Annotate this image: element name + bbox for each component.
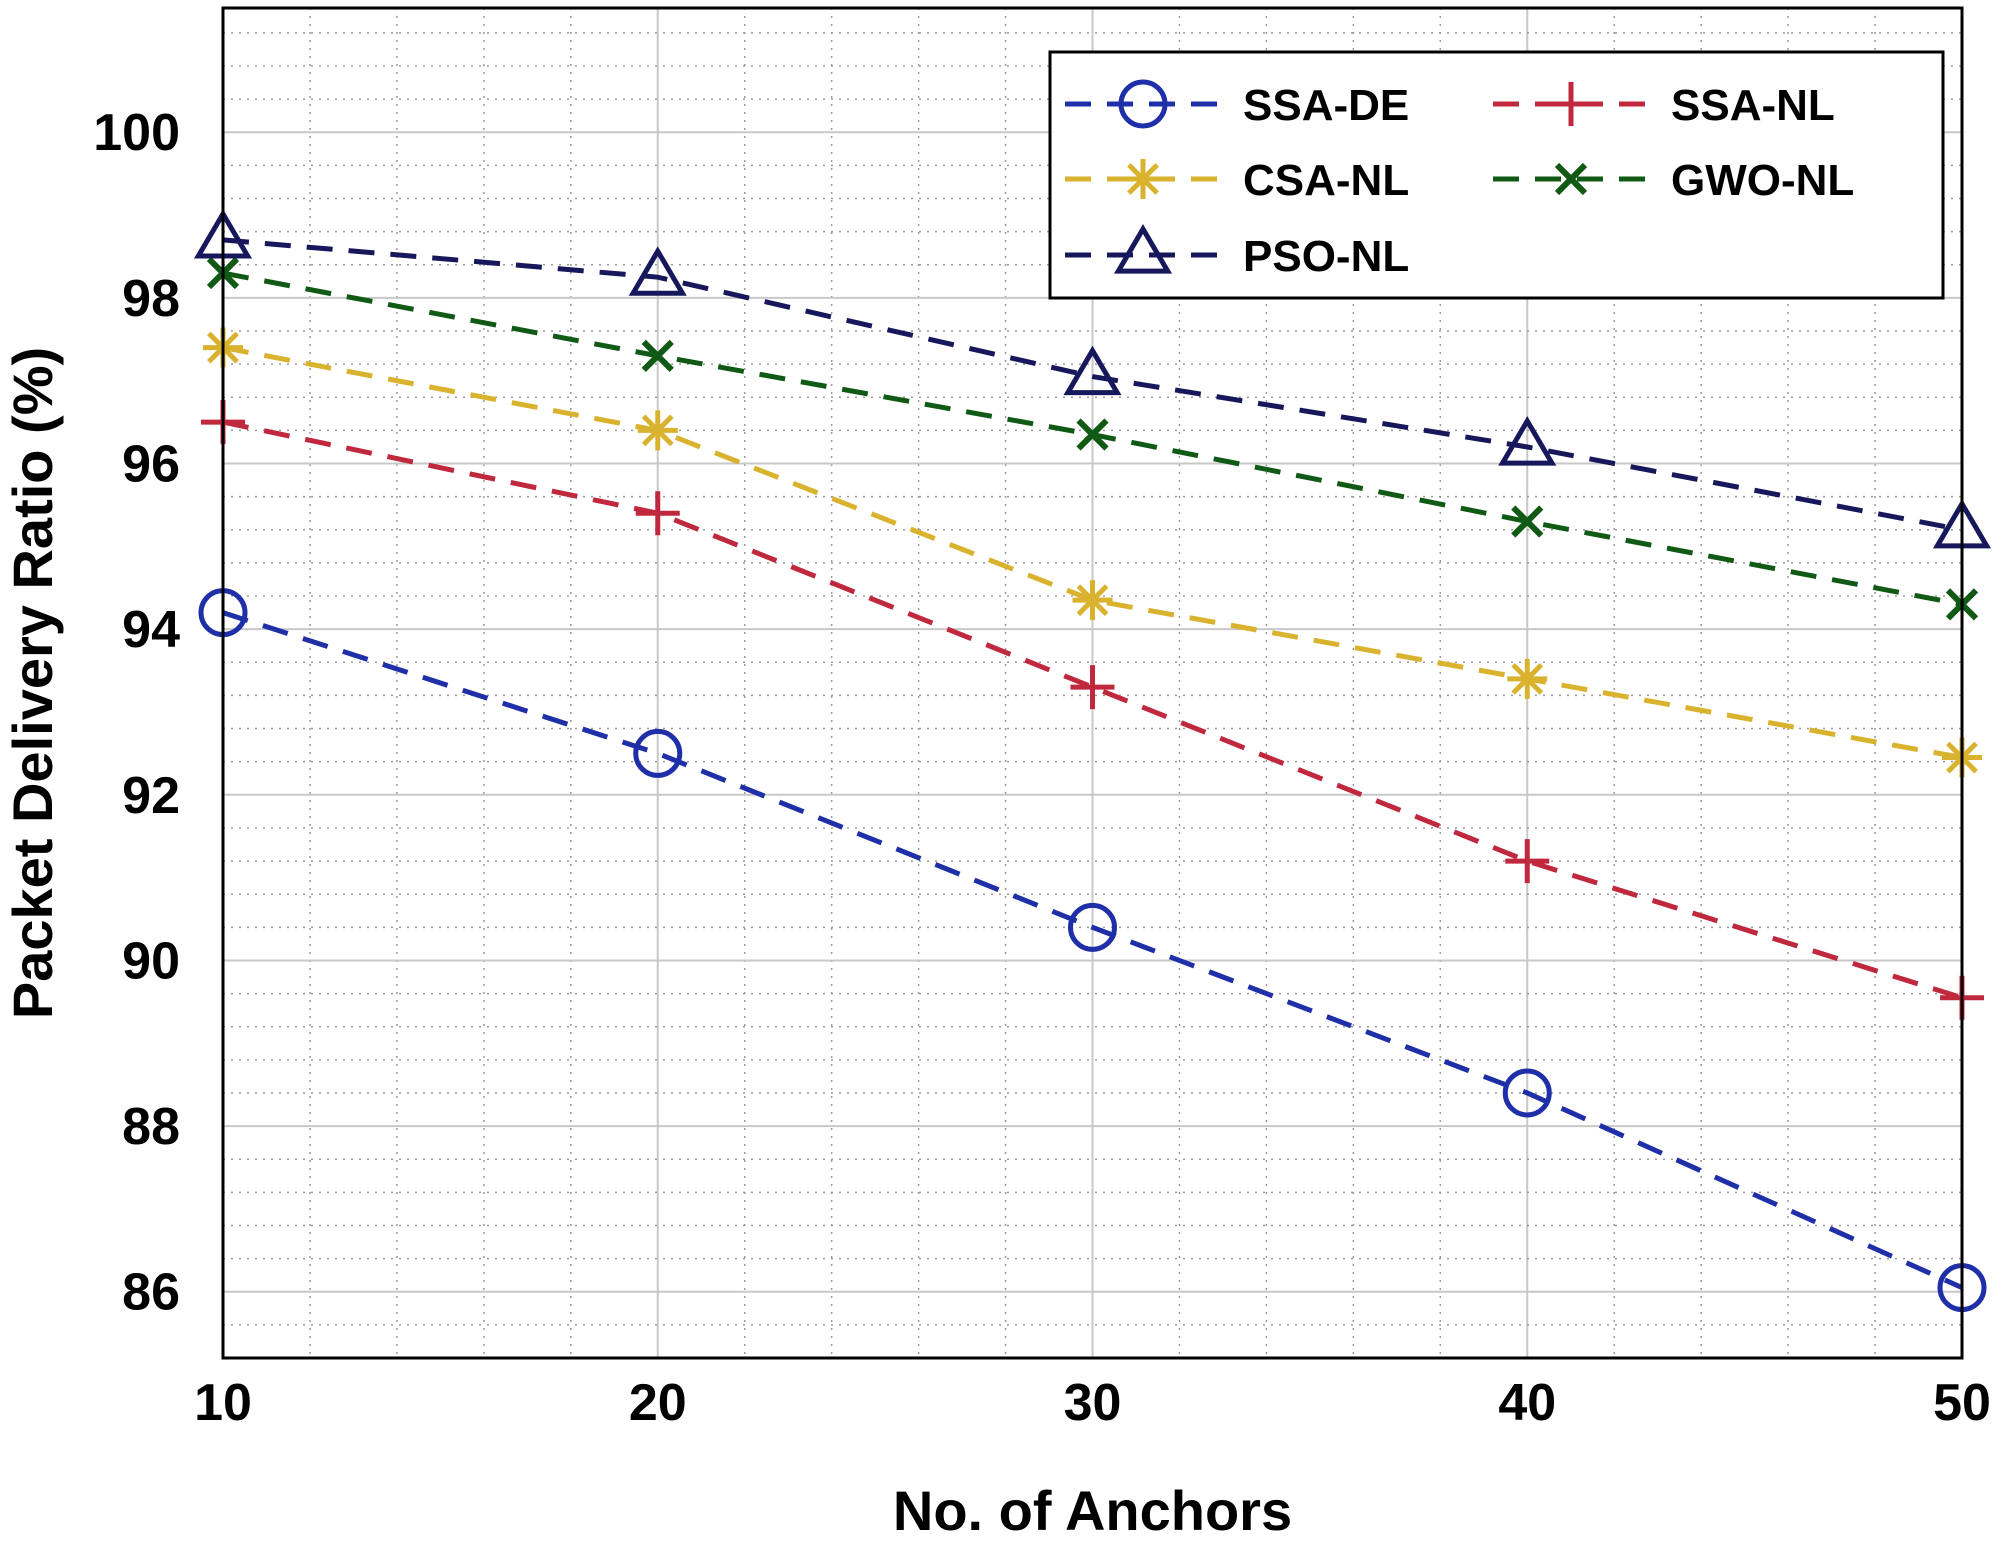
data-point <box>633 728 683 778</box>
tick-labels: 10 20 30 40 50 86 88 90 92 94 96 98 100 <box>93 104 1991 1432</box>
legend-label: GWO-NL <box>1671 156 1854 205</box>
data-point <box>1063 345 1122 396</box>
series-line <box>222 345 1963 760</box>
data-point <box>641 339 674 372</box>
data-point <box>1068 902 1117 952</box>
x-tick-label: 10 <box>194 1374 252 1432</box>
data-point <box>628 246 687 296</box>
legend-marker <box>1549 82 1593 126</box>
data-point <box>1072 580 1113 621</box>
legend-entry: SSA-NL <box>1493 81 1835 130</box>
data-point <box>635 491 680 536</box>
series-line <box>222 610 1964 1290</box>
y-tick-label: 94 <box>122 601 180 659</box>
y-tick-label: 96 <box>122 436 180 494</box>
legend-marker <box>1118 79 1168 129</box>
data-point <box>1498 416 1557 466</box>
x-tick-label: 50 <box>1933 1374 1991 1432</box>
y-tick-label: 92 <box>122 767 180 825</box>
legend-label: PSO-NL <box>1243 232 1409 281</box>
x-tick-label: 20 <box>629 1374 687 1432</box>
x-axis-title: No. of Anchors <box>893 1479 1292 1542</box>
legend: SSA-DE SSA-NL CSA-NL GWO-NL PSO-NL <box>1048 50 1945 300</box>
series-layer <box>193 208 1992 1313</box>
data-point <box>1502 1068 1552 1118</box>
data-point <box>1076 418 1109 451</box>
legend-label: SSA-NL <box>1671 81 1835 130</box>
y-tick-label: 98 <box>122 270 180 328</box>
legend-entry: GWO-NL <box>1493 156 1854 205</box>
y-tick-label: 100 <box>93 104 180 162</box>
y-tick-label: 90 <box>122 932 180 990</box>
y-tick-label: 88 <box>122 1098 180 1156</box>
y-axis-title: Packet Delivery Ratio (%) <box>1 347 64 1019</box>
data-point <box>637 410 678 451</box>
series-line <box>222 419 1963 1001</box>
legend-marker <box>1123 159 1163 199</box>
legend-marker <box>1554 162 1588 196</box>
legend-entry: CSA-NL <box>1065 156 1409 205</box>
legend-entry: PSO-NL <box>1065 224 1409 281</box>
plot-area-frame <box>221 6 1964 1360</box>
legend-marker <box>1113 224 1173 274</box>
legend-entry: SSA-DE <box>1065 79 1409 130</box>
legend-label: CSA-NL <box>1243 156 1409 205</box>
series-line <box>222 237 1963 533</box>
data-point <box>1070 665 1115 710</box>
y-tick-label: 86 <box>122 1264 180 1322</box>
x-tick-label: 30 <box>1064 1374 1122 1432</box>
x-tick-label: 40 <box>1498 1374 1556 1432</box>
legend-label: SSA-DE <box>1243 81 1409 130</box>
data-point <box>1511 505 1544 538</box>
data-point <box>1507 658 1548 699</box>
data-point <box>1505 839 1550 884</box>
